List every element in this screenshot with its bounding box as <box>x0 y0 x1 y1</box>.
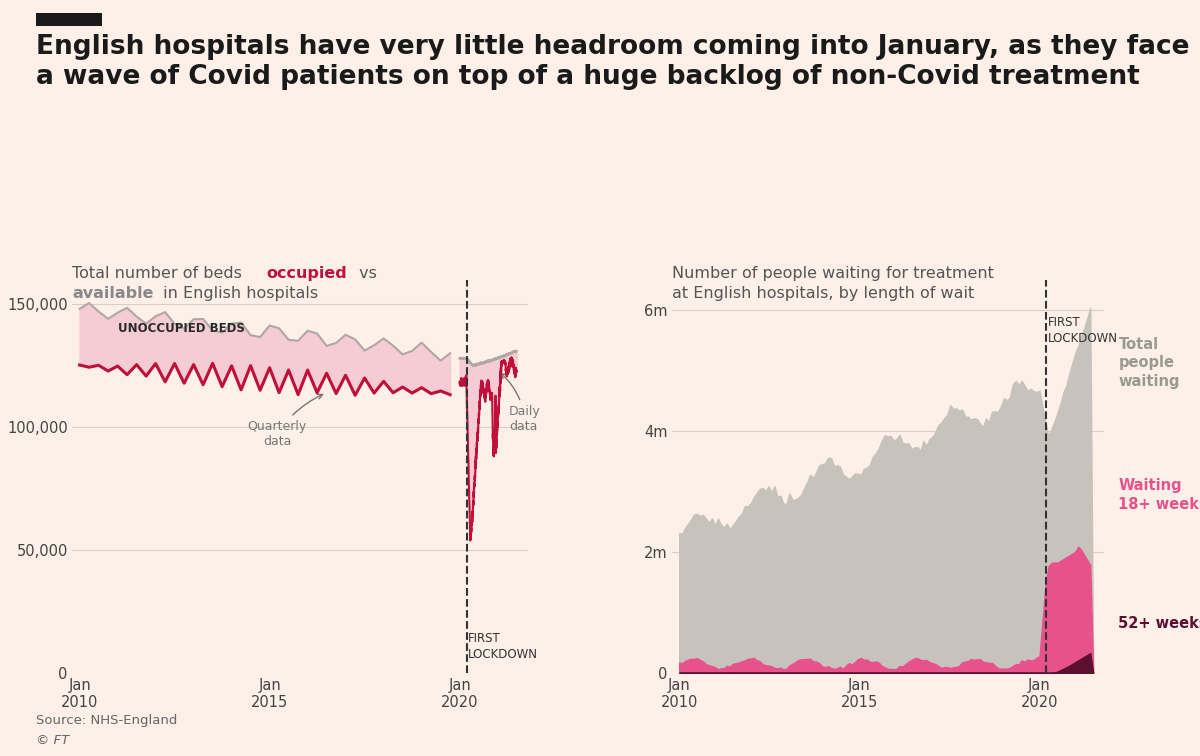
Text: Daily
data: Daily data <box>500 373 541 433</box>
Text: UNOCCUPIED BEDS: UNOCCUPIED BEDS <box>118 322 245 336</box>
Text: Waiting
18+ weeks: Waiting 18+ weeks <box>1118 479 1200 512</box>
Text: Total
people
waiting: Total people waiting <box>1118 336 1180 389</box>
Text: a wave of Covid patients on top of a huge backlog of non-Covid treatment: a wave of Covid patients on top of a hug… <box>36 64 1140 90</box>
Text: 52+ weeks: 52+ weeks <box>1118 616 1200 631</box>
Text: in English hospitals: in English hospitals <box>158 286 318 301</box>
Text: FIRST
LOCKDOWN: FIRST LOCKDOWN <box>1048 316 1117 345</box>
Text: © FT: © FT <box>36 734 70 747</box>
Text: at English hospitals, by length of wait: at English hospitals, by length of wait <box>672 286 974 301</box>
Text: Number of people waiting for treatment: Number of people waiting for treatment <box>672 266 994 281</box>
Text: available: available <box>72 286 154 301</box>
Text: occupied: occupied <box>266 266 347 281</box>
Text: FIRST
LOCKDOWN: FIRST LOCKDOWN <box>468 631 539 661</box>
Text: English hospitals have very little headroom coming into January, as they face: English hospitals have very little headr… <box>36 34 1189 60</box>
Text: Total number of beds: Total number of beds <box>72 266 247 281</box>
Text: vs: vs <box>354 266 377 281</box>
Text: Source: NHS-England: Source: NHS-England <box>36 714 178 727</box>
Text: Quarterly
data: Quarterly data <box>247 395 323 448</box>
